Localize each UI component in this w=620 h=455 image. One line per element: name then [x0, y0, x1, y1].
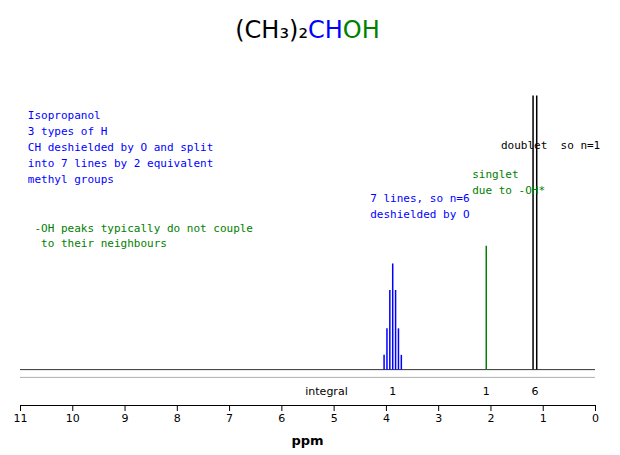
x-tick: 2	[487, 405, 494, 425]
x-tick-label: 9	[122, 412, 129, 425]
annotation-line: -OH peaks typically do not couple	[28, 222, 253, 235]
integral-separator	[20, 377, 595, 378]
peak	[383, 355, 385, 370]
annotation: Isopropanol 3 types of H CH deshielded by …	[28, 109, 213, 186]
x-tick-label: 1	[540, 412, 547, 425]
x-tick-mark	[595, 405, 596, 411]
x-tick: 8	[174, 405, 181, 425]
peak	[389, 290, 391, 370]
peak	[536, 95, 538, 369]
x-tick-mark	[334, 405, 335, 411]
x-tick-label: 8	[174, 412, 181, 425]
marks	[384, 95, 537, 369]
x-tick-label: 2	[487, 412, 494, 425]
x-tick-label: 0	[592, 412, 599, 425]
annotation-line: deshielded by O	[370, 208, 469, 221]
annotation: -OH peaks typically do not couple to the…	[28, 222, 253, 251]
annotation-line: 7 lines, so n=6	[370, 192, 469, 205]
x-tick-mark	[490, 405, 491, 411]
peak	[486, 246, 488, 370]
peak	[401, 355, 403, 370]
x-tick-mark	[177, 405, 178, 411]
x-tick-label: 3	[435, 412, 442, 425]
peak	[532, 95, 534, 369]
baseline	[20, 369, 595, 370]
x-axis-line	[21, 406, 596, 412]
x-tick-label: 11	[14, 412, 28, 425]
annotation-line: into 7 lines by 2 equivalent	[28, 157, 213, 170]
title-part: (CH₃)₂	[235, 16, 308, 44]
integral-label: integral	[305, 385, 347, 398]
x-tick: 3	[435, 405, 442, 425]
annotation: singlet due to -OH*	[472, 168, 545, 197]
x-tick: 10	[66, 405, 80, 425]
x-tick-mark	[438, 405, 439, 411]
x-tick-mark	[281, 405, 282, 411]
chart: 116integral11109876543210ppmIsopropanol3…	[0, 0, 620, 455]
annotation: doublet so n=1	[501, 139, 600, 152]
title-part: CH	[308, 16, 343, 44]
annotation-line: Isopropanol	[28, 109, 101, 122]
x-tick: 11	[14, 405, 28, 425]
x-tick: 5	[331, 405, 338, 425]
x-axis-title: ppm	[291, 433, 323, 448]
peak	[386, 328, 388, 369]
annotation-line: 3 types of H	[28, 125, 107, 138]
peak	[398, 328, 400, 369]
x-tick-mark	[386, 405, 387, 411]
x-tick-mark	[72, 405, 73, 411]
x-tick-label: 5	[331, 412, 338, 425]
peak	[395, 290, 397, 370]
title-part: OH	[343, 16, 380, 44]
x-tick-mark	[20, 405, 21, 411]
annotation-line: doublet so n=1	[501, 139, 600, 152]
peak-group	[533, 95, 537, 369]
integral-value: 6	[531, 385, 538, 398]
x-tick: 1	[540, 405, 547, 425]
x-tick-mark	[229, 405, 230, 411]
integral-value: 1	[389, 385, 396, 398]
x-tick: 9	[122, 405, 129, 425]
annotation-line: CH deshielded by O and split	[28, 141, 213, 154]
annotation-line: due to -OH*	[472, 184, 545, 197]
x-tick-label: 7	[226, 412, 233, 425]
annotation: 7 lines, so n=6 deshielded by O	[370, 192, 469, 221]
x-tick: 7	[226, 405, 233, 425]
title: (CH₃)₂CHOH	[235, 16, 380, 44]
x-tick-label: 10	[66, 412, 80, 425]
integral-value: 1	[483, 385, 490, 398]
x-axis: 11109876543210	[14, 405, 600, 425]
peak-group	[384, 263, 401, 369]
annotation-line: to their neighbours	[28, 237, 167, 250]
x-tick-mark	[543, 405, 544, 411]
x-tick-label: 6	[278, 412, 285, 425]
x-tick: 4	[383, 405, 390, 425]
x-tick-label: 4	[383, 412, 390, 425]
peak-group	[486, 246, 487, 370]
peak	[392, 263, 394, 369]
x-tick-mark	[125, 405, 126, 411]
x-tick: 6	[278, 405, 285, 425]
annotation-line: singlet	[472, 168, 518, 181]
annotation-line: methyl groups	[28, 173, 114, 186]
x-tick: 0	[592, 405, 599, 425]
